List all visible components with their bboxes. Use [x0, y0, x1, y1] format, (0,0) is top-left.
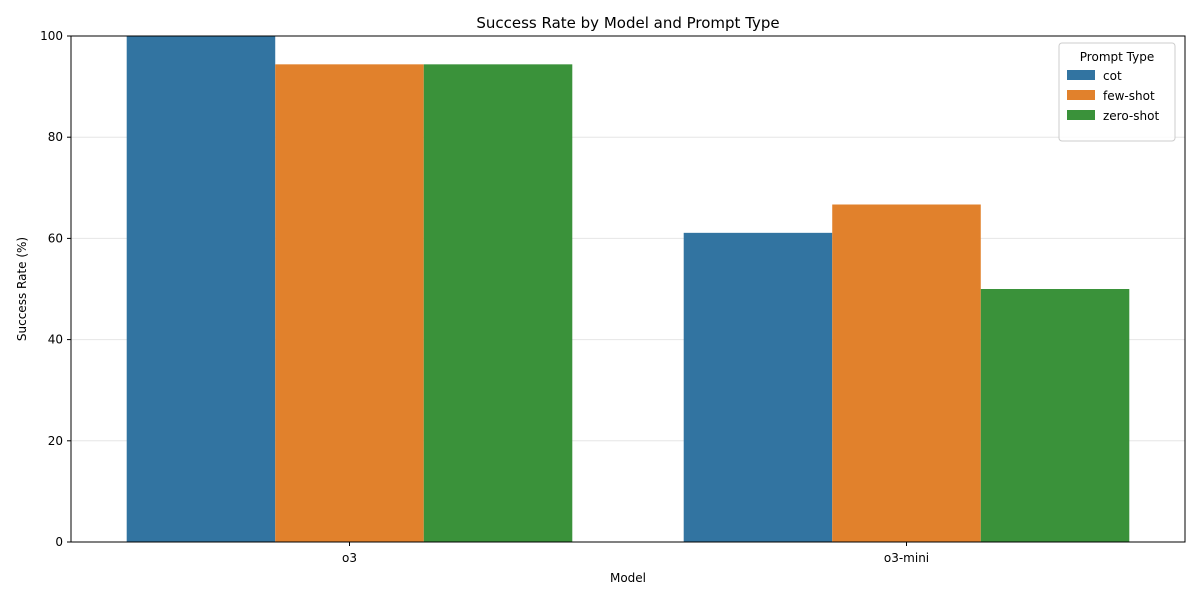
x-axis: o3 o3-mini [342, 542, 929, 565]
legend-label-zero-shot: zero-shot [1103, 109, 1159, 123]
y-tick-label: 20 [48, 434, 63, 448]
bar-few-shot-o3 [275, 64, 424, 542]
bar-cot-o3 [126, 36, 276, 542]
x-axis-label: Model [610, 571, 646, 585]
y-tick-label: 60 [48, 231, 63, 245]
chart-title: Success Rate by Model and Prompt Type [476, 14, 779, 32]
bar-cot-o3-mini [683, 232, 833, 543]
legend-title: Prompt Type [1080, 50, 1154, 64]
y-tick-label: 80 [48, 130, 63, 144]
legend-swatch-few-shot [1067, 90, 1095, 100]
bars [126, 36, 1130, 543]
legend-label-few-shot: few-shot [1103, 89, 1155, 103]
x-tick-label: o3-mini [884, 551, 929, 565]
legend-label-cot: cot [1103, 69, 1122, 83]
y-axis-label: Success Rate (%) [15, 237, 29, 341]
legend-swatch-zero-shot [1067, 110, 1095, 120]
bar-zero-shot-o3-mini [980, 289, 1130, 542]
y-tick-label: 0 [55, 535, 63, 549]
y-axis: 0 20 40 60 80 100 [40, 29, 71, 549]
legend-swatch-cot [1067, 70, 1095, 80]
bar-zero-shot-o3 [423, 64, 573, 542]
y-tick-label: 40 [48, 333, 63, 347]
legend: Prompt Type cot few-shot zero-shot [1058, 42, 1176, 142]
bar-few-shot-o3-mini [832, 204, 981, 543]
x-tick-label: o3 [342, 551, 357, 565]
y-tick-label: 100 [40, 29, 63, 43]
plot-frame [70, 35, 1186, 543]
